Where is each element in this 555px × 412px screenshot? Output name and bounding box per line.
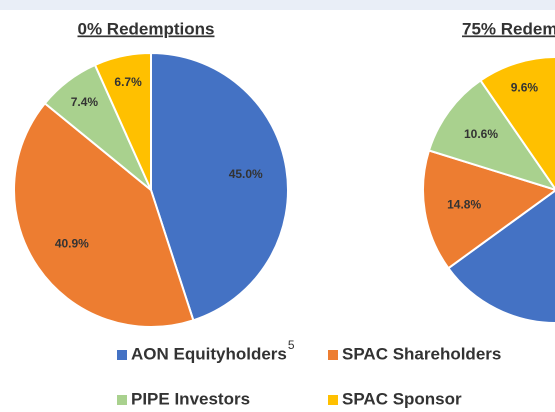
legend-label: SPAC Shareholders — [342, 344, 501, 363]
legend-label: PIPE Investors — [131, 389, 250, 408]
data-label: 6.7% — [114, 75, 142, 89]
legend-label: SPAC Sponsor — [342, 389, 462, 408]
legend-swatch — [328, 350, 338, 360]
data-label: 7.4% — [71, 95, 99, 109]
data-label: 45.0% — [229, 167, 263, 181]
legend-swatch — [117, 395, 127, 405]
chart-title: 75% Redemptions — [462, 19, 555, 38]
pie-slice — [93, 51, 152, 191]
legend-label: AON Equityholders — [131, 344, 287, 363]
pie-slice — [150, 51, 289, 322]
pie-slice — [447, 55, 555, 324]
pie-slice — [427, 79, 555, 191]
data-label: 40.9% — [55, 236, 89, 250]
data-label: 9.6% — [511, 81, 539, 95]
footnote: 5 — [288, 338, 295, 352]
data-label: 10.6% — [464, 127, 498, 141]
pie-slice — [13, 101, 195, 328]
chart-title: 0% Redemptions — [78, 19, 215, 38]
legend-swatch — [117, 350, 127, 360]
pie-slice — [479, 56, 555, 191]
top-band — [0, 0, 555, 10]
data-label: 14.8% — [447, 197, 481, 211]
legend-swatch — [328, 395, 338, 405]
